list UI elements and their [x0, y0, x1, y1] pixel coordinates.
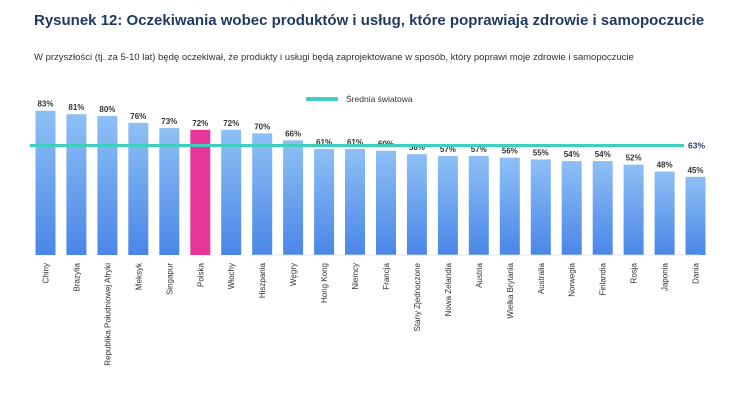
bar-norwegia [561, 161, 582, 255]
legend-label-average: Średnia światowa [346, 93, 413, 104]
value-label-wlochy: 72% [223, 119, 239, 128]
bar-singapur [159, 128, 180, 255]
value-label-finlandia: 54% [595, 150, 611, 159]
bar-finlandia [592, 161, 613, 255]
value-label-republika-poludniowej-afryki: 80% [99, 105, 115, 114]
category-label-meksyk: Meksyk [134, 262, 143, 290]
bar-wegry [283, 140, 304, 256]
category-label-wegry: Węgry [289, 263, 298, 286]
category-label-stany-zjednoczone: Stany Zjednoczone [413, 262, 422, 331]
bars-group: 83% Chiny 81% Brazylia 80% Republika Południo… [35, 100, 706, 366]
bar-chiny [35, 110, 56, 255]
chart-subtitle: W przyszłości (tj. za 5-10 lat) będę ocz… [34, 52, 634, 63]
category-label-australia: Australia [537, 262, 546, 294]
value-label-polska: 72% [192, 119, 208, 128]
bar-hong-kong [314, 148, 335, 255]
value-label-japonia: 48% [657, 161, 673, 170]
category-label-wielka-brytania: Wielka Brytania [506, 262, 515, 318]
value-label-stany-zjednoczone: 58% [409, 143, 425, 152]
category-label-niemcy: Niemcy [351, 263, 360, 290]
value-label-nowa-zelandia: 57% [440, 145, 456, 154]
value-label-hiszpania: 70% [254, 122, 270, 131]
category-label-dania: Dania [692, 262, 701, 283]
bar-niemcy [345, 148, 365, 255]
value-label-brazylia: 81% [68, 103, 84, 112]
value-label-australia: 55% [533, 148, 549, 157]
category-label-finlandia: Finlandia [599, 262, 608, 295]
legend: Średnia światowa [306, 93, 413, 104]
value-label-wielka-brytania: 56% [502, 147, 518, 156]
bar-stany-zjednoczone [406, 154, 427, 255]
bar-republika-poludniowej-afryki [97, 115, 118, 256]
average-value-label: 63% [688, 141, 705, 151]
value-label-dania: 45% [687, 166, 703, 175]
category-label-austria: Austria [475, 262, 484, 287]
value-label-chiny: 83% [37, 100, 53, 109]
category-label-hiszpania: Hiszpania [258, 262, 267, 298]
category-label-polska: Polska [196, 262, 205, 287]
value-label-wegry: 66% [285, 129, 301, 138]
bar-australia [530, 159, 551, 255]
bar-brazylia [66, 114, 87, 255]
category-label-rosja: Rosja [630, 262, 639, 283]
bar-francja [376, 150, 396, 255]
category-label-wlochy: Włochy [227, 263, 236, 289]
legend-swatch-average [306, 97, 338, 101]
category-label-singapur: Singapur [165, 263, 174, 295]
category-label-hong-kong: Hong Kong [320, 263, 329, 303]
bar-polska [190, 129, 211, 255]
value-label-norwegia: 54% [564, 150, 580, 159]
bar-austria [468, 155, 489, 255]
bar-rosja [623, 164, 644, 255]
value-label-austria: 57% [471, 145, 487, 154]
bar-wielka-brytania [499, 157, 520, 255]
category-label-chiny: Chiny [42, 263, 51, 283]
category-label-brazylia: Brazylia [72, 262, 81, 291]
bar-hiszpania [252, 133, 273, 255]
category-label-japonia: Japonia [661, 262, 670, 291]
value-label-singapur: 73% [161, 117, 177, 126]
category-label-norwegia: Norwegia [568, 262, 577, 296]
value-label-meksyk: 76% [130, 112, 146, 121]
bar-meksyk [128, 122, 149, 256]
category-label-republika-poludniowej-afryki: Republika Południowej Afryki [103, 263, 112, 366]
category-label-nowa-zelandia: Nowa Zelandia [444, 262, 453, 316]
bar-dania [685, 176, 706, 255]
bar-wlochy [221, 129, 242, 255]
value-label-hong-kong: 61% [316, 138, 332, 147]
value-label-niemcy: 61% [347, 138, 363, 147]
chart-title: Rysunek 12: Oczekiwania wobec produktów … [34, 12, 705, 29]
bar-japonia [654, 171, 675, 255]
category-label-francja: Francja [382, 262, 391, 289]
value-label-rosja: 52% [626, 154, 642, 163]
bar-nowa-zelandia [437, 155, 458, 255]
